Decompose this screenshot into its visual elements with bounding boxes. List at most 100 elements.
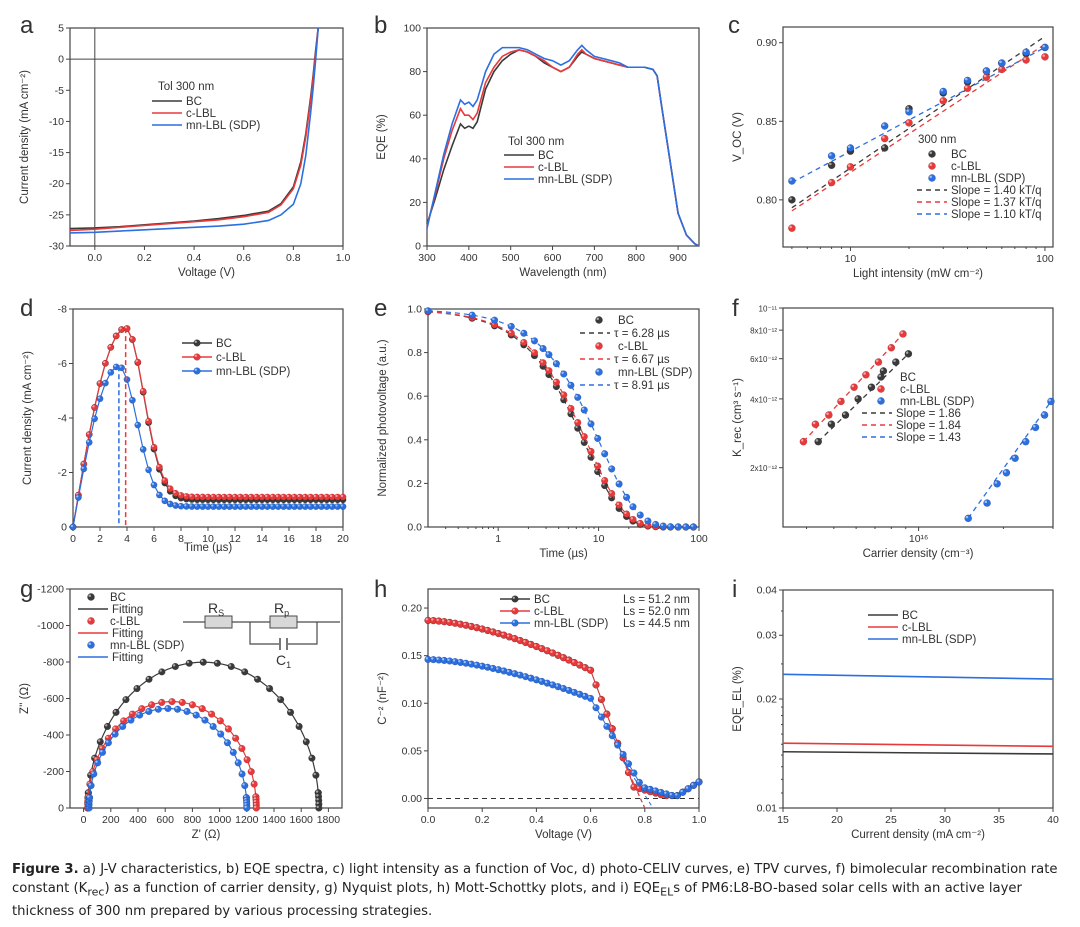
data-point-highlight	[106, 740, 109, 743]
data-point-highlight	[571, 689, 575, 693]
legend-item: τ = 8.91 µs	[580, 380, 670, 392]
data-point-highlight	[691, 782, 694, 786]
legend-item: BC	[877, 372, 916, 384]
data-point-highlight	[539, 646, 542, 649]
x-tick-label: 1200	[235, 814, 259, 826]
data-point-highlight	[624, 494, 627, 498]
x-tick-label: 300	[418, 252, 436, 264]
data-point-highlight	[660, 523, 664, 527]
data-point-highlight	[534, 644, 537, 647]
equivalent-circuit-inset: RS Rp C1	[183, 600, 340, 670]
data-point-highlight	[1042, 54, 1045, 57]
data-point-highlight	[1023, 57, 1027, 61]
data-point-highlight	[157, 492, 160, 495]
legend-marker-highlight	[929, 151, 932, 155]
data-point-highlight	[335, 504, 338, 507]
data-point-highlight	[202, 717, 205, 721]
x-tick-label: 10	[593, 533, 605, 545]
data-point-highlight	[468, 624, 472, 627]
data-point	[592, 704, 600, 712]
legend-marker	[511, 619, 519, 627]
data-point	[530, 349, 539, 357]
y-tick-label: 4x10⁻¹²	[750, 395, 777, 404]
legend-label: mn-LBL (SDP)	[534, 618, 609, 630]
fit-line	[427, 311, 698, 528]
data-point	[87, 781, 95, 790]
data-point	[850, 383, 858, 392]
data-point-highlight	[490, 629, 494, 632]
data-point	[993, 479, 1001, 488]
data-point	[238, 770, 246, 778]
data-point	[592, 681, 600, 689]
legend-item: τ = 6.28 µs	[580, 328, 670, 340]
data-point-highlight	[599, 697, 602, 700]
data-point	[247, 767, 255, 776]
legend-marker	[928, 174, 936, 182]
x-axis-label: Light intensity (mW cm⁻²)	[853, 268, 983, 280]
legend-label: BC	[186, 96, 202, 108]
x-tick-label: 1000	[208, 814, 232, 826]
data-point-highlight	[244, 757, 248, 760]
data-point-highlight	[200, 659, 204, 663]
data-point	[963, 76, 972, 85]
data-point	[597, 695, 606, 704]
data-point-highlight	[637, 521, 641, 524]
data-point-highlight	[485, 628, 488, 631]
data-point-highlight	[243, 494, 246, 498]
data-point-highlight	[983, 68, 987, 71]
data-point	[586, 666, 595, 674]
x-axis-label: Current density (mA cm⁻²)	[851, 829, 985, 841]
data-point-highlight	[113, 709, 117, 713]
data-point-highlight	[888, 345, 892, 348]
data-point-highlight	[265, 504, 268, 507]
panel-h-mott-schottky: 0.0 0.2 0.4 0.6 0.8 1.0 0.00 0.05 0.10 0.15 0.20 Vo…	[374, 576, 706, 841]
data-point	[216, 717, 225, 725]
x-tick-label: 0.6	[583, 814, 598, 826]
legend-label: Fitting	[112, 652, 143, 664]
data-point-highlight	[199, 706, 203, 709]
data-point-highlight	[239, 771, 243, 774]
fit-line	[87, 661, 320, 809]
data-point-highlight	[653, 522, 656, 525]
data-point	[98, 748, 107, 757]
data-point-highlight	[275, 494, 279, 498]
y-tick-label: -20	[49, 178, 64, 190]
legend-label: Slope = 1.37 kT/q	[951, 197, 1041, 209]
x-tick-label: 10	[202, 533, 214, 545]
data-point-highlight	[95, 760, 98, 763]
data-point	[695, 778, 703, 786]
data-point	[814, 437, 823, 446]
series-line-mn-LBL (SDP)	[782, 673, 1054, 680]
data-point-highlight	[151, 444, 155, 448]
y-tick-label: 0.15	[402, 650, 423, 662]
legend-marker-highlight	[194, 354, 197, 357]
data-point	[507, 322, 515, 331]
data-point-highlight	[789, 178, 792, 182]
data-point	[887, 343, 896, 352]
data-point	[107, 343, 115, 351]
data-point-highlight	[588, 421, 591, 424]
data-point-highlight	[281, 494, 284, 498]
data-point	[173, 705, 182, 713]
data-point-highlight	[167, 501, 171, 504]
legend-item: c-LBL	[877, 384, 931, 396]
data-point	[552, 378, 561, 386]
data-point-highlight	[425, 308, 428, 311]
y-tick-label: 0.0	[407, 522, 422, 534]
data-point-highlight	[582, 665, 586, 668]
data-point	[788, 196, 796, 204]
data-point-highlight	[324, 494, 327, 498]
data-point-highlight	[620, 752, 624, 755]
data-point-highlight	[631, 770, 634, 774]
data-point-highlight	[658, 790, 662, 793]
x-tick-label: 40	[1047, 814, 1059, 826]
x-tick-label: 800	[627, 252, 645, 264]
x-tick-label: 6	[151, 533, 157, 545]
plot-frame	[426, 27, 700, 247]
data-point	[635, 778, 644, 787]
data-point-highlight	[309, 755, 312, 759]
data-point-highlight	[288, 709, 291, 713]
data-point-highlight	[239, 746, 242, 749]
data-point-highlight	[575, 425, 578, 429]
series-line-c-LBL	[427, 619, 700, 797]
